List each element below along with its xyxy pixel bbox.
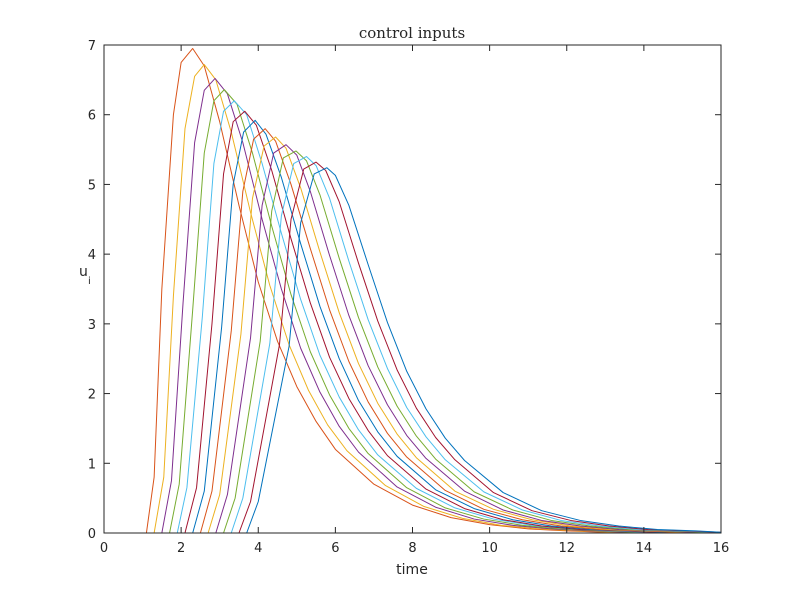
y-tick-label-4: 4	[88, 248, 96, 263]
y-tick-label-2: 2	[88, 388, 96, 403]
series-line-3	[104, 77, 722, 534]
x-tick-label-16: 16	[713, 541, 730, 556]
x-tick-label-14: 14	[636, 541, 653, 556]
series-line-9	[104, 136, 722, 534]
series-line-11	[104, 150, 722, 534]
series-line-10	[104, 144, 722, 534]
series-line-8	[104, 128, 722, 534]
y-tick-label-3: 3	[88, 318, 96, 333]
y-axis-label-subscript: i	[88, 276, 91, 287]
series-line-6	[104, 110, 722, 534]
y-tick-label-0: 0	[88, 527, 96, 542]
series-line-12	[104, 156, 722, 534]
x-tick-label-12: 12	[558, 541, 575, 556]
series-line-13	[104, 161, 722, 534]
x-tick-label-2: 2	[177, 541, 185, 556]
y-axis-label: u	[79, 264, 88, 280]
x-tick-label-6: 6	[331, 541, 339, 556]
series-line-1	[104, 47, 722, 534]
y-tick-label-5: 5	[88, 178, 96, 193]
series-line-7	[104, 119, 722, 534]
chart-title: control inputs	[359, 24, 465, 42]
x-tick-label-0: 0	[100, 541, 108, 556]
series-line-14	[104, 167, 722, 534]
y-tick-label-6: 6	[88, 109, 96, 124]
y-tick-label-7: 7	[88, 39, 96, 54]
series-line-4	[104, 89, 722, 534]
x-tick-label-4: 4	[254, 541, 262, 556]
series-layer	[104, 47, 722, 534]
x-axis-label: time	[396, 562, 428, 578]
x-tick-label-10: 10	[481, 541, 498, 556]
x-tick-label-8: 8	[408, 541, 416, 556]
y-tick-label-1: 1	[88, 457, 96, 472]
